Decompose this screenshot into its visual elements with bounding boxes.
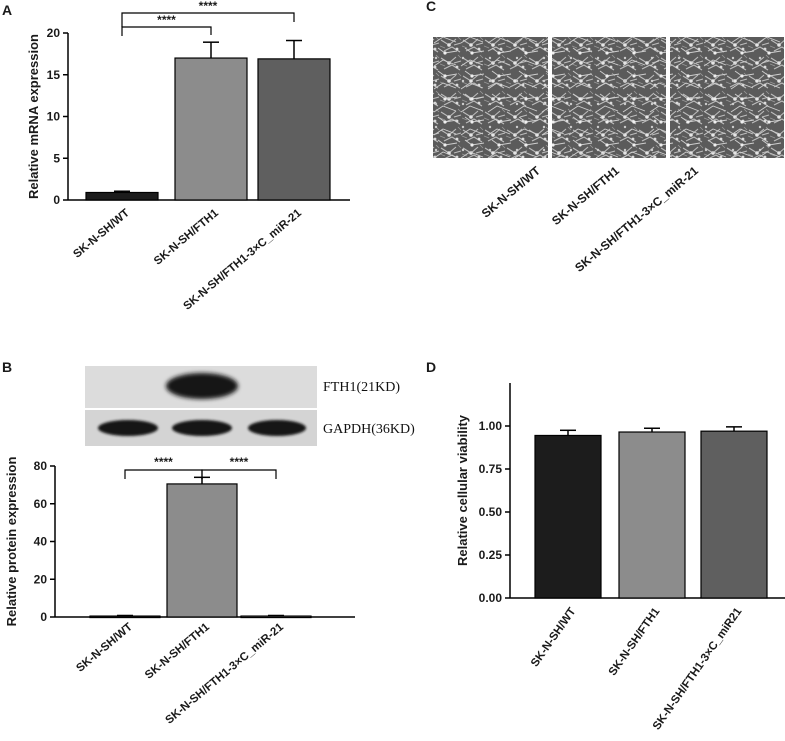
bar-2 (174, 57, 248, 201)
blot-band-gapdh-mir (248, 420, 306, 436)
significance-label: **** (199, 0, 218, 13)
panel-letter-b: B (2, 359, 12, 375)
y-axis-label: Relative mRNA expression (26, 34, 41, 199)
bar-1 (85, 191, 159, 201)
bar-1 (89, 615, 161, 619)
y-tick-label: 0.75 (479, 462, 503, 476)
bar-2 (166, 483, 238, 618)
micro-label-fth1: SK-N-SH/FTH1 (549, 163, 622, 227)
blot-band-fth1 (166, 373, 238, 399)
blot-label-gapdh: GAPDH(36KD) (323, 422, 415, 437)
category-label-1: SK-N-SH/WT (71, 207, 132, 261)
y-tick-label: 0.50 (479, 505, 503, 519)
significance-bracket (121, 26, 212, 36)
chart-b-protein-expression: 0 20 40 60 80 Relative protein expression SK-N… (4, 455, 355, 727)
y-axis-label: Relative cellular viability (455, 414, 470, 566)
bar-1 (534, 434, 602, 599)
y-tick-label: 20 (34, 572, 48, 586)
bar-3 (257, 58, 331, 201)
micrograph-fth1-overlay (552, 37, 666, 158)
panel-letter-d: D (426, 359, 436, 375)
y-tick-label: 15 (47, 68, 61, 82)
micro-label-wt: SK-N-SH/WT (479, 163, 544, 220)
y-tick-label: 10 (47, 110, 61, 124)
panel-letter-c: C (426, 0, 436, 14)
category-label-2: SK-N-SH/FTH1 (607, 605, 663, 678)
y-tick-label: 0.00 (479, 591, 503, 605)
category-label-1: SK-N-SH/WT (74, 621, 135, 675)
y-tick-label: 20 (47, 26, 61, 40)
blot-band-gapdh-fth1 (172, 420, 232, 436)
category-label-1: SK-N-SH/WT (529, 606, 578, 669)
significance-label: **** (157, 13, 176, 27)
significance-bracket (124, 469, 203, 479)
y-tick-label: 0 (40, 610, 47, 624)
category-label-2: SK-N-SH/FTH1 (152, 207, 221, 268)
micro-label-fth1-mir21: SK-N-SH/FTH1-3×C_miR-21 (572, 163, 701, 274)
bar-2 (618, 431, 686, 599)
y-tick-label: 40 (34, 535, 48, 549)
blot-band-gapdh-wt (98, 420, 158, 436)
category-label-2: SK-N-SH/FTH1 (143, 621, 212, 682)
category-label-3: SK-N-SH/FTH1-3×C_miR-21 (163, 621, 286, 727)
y-tick-label: 0.25 (479, 548, 503, 562)
micrograph-wt-overlay (433, 37, 548, 158)
chart-a-mrna-expression: 0 5 10 15 20 Relative mRNA expression SK-N-SH/… (26, 0, 350, 313)
bar-3 (700, 430, 768, 599)
microscopy-panel: SK-N-SH/WT SK-N-SH/FTH1 SK-N-SH/FTH1-3×C… (433, 37, 784, 275)
chart-d-cellular-viability: 0.00 0.25 0.50 0.75 1.00 Relative cellular vi… (455, 383, 785, 732)
panel-letter-a: A (2, 2, 12, 18)
y-tick-label: 80 (34, 459, 48, 473)
significance-bracket (121, 12, 295, 27)
significance-label: **** (154, 455, 173, 469)
y-tick-label: 0 (53, 193, 60, 207)
y-tick-label: 1.00 (479, 419, 503, 433)
western-blot: FTH1(21KD) GAPDH(36KD) (85, 366, 415, 446)
y-tick-label: 5 (53, 151, 60, 165)
micrograph-fth1-mir21-overlay (670, 37, 784, 158)
category-label-3: SK-N-SH/FTH1-3×C_miR21 (651, 605, 745, 732)
blot-label-fth1: FTH1(21KD) (323, 380, 400, 395)
y-axis-label: Relative protein expression (4, 457, 19, 627)
bar-3 (240, 615, 312, 619)
significance-bracket (201, 469, 277, 479)
y-tick-label: 60 (34, 497, 48, 511)
significance-label: **** (230, 455, 249, 469)
